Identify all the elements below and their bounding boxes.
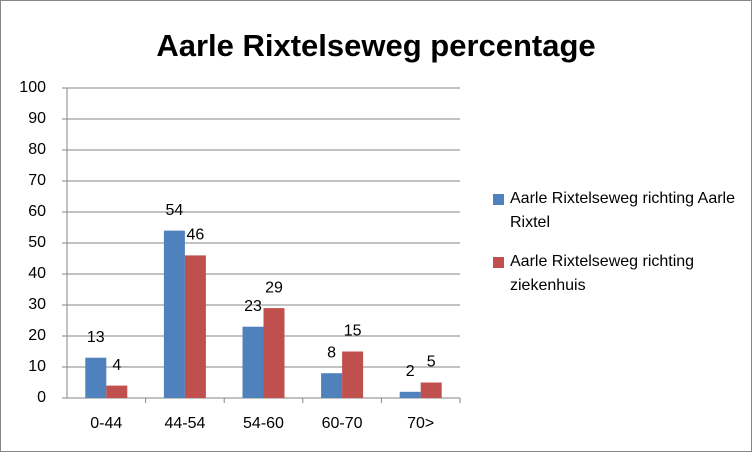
bar	[106, 385, 128, 398]
x-tick-label: 0-44	[90, 415, 122, 432]
bar	[342, 351, 364, 398]
data-label: 29	[265, 279, 283, 296]
data-label: 4	[112, 357, 121, 374]
data-label: 15	[344, 323, 362, 340]
legend: Aarle Rixtelseweg richting Aarle Rixtel A…	[493, 187, 743, 313]
y-tick-label: 40	[28, 265, 46, 282]
x-tick-label: 44-54	[164, 415, 205, 432]
y-tick-label: 60	[28, 203, 46, 220]
legend-item: Aarle Rixtelseweg richting Aarle Rixtel	[493, 187, 743, 235]
legend-item: Aarle Rixtelseweg richting ziekenhuis	[493, 250, 743, 298]
y-tick-label: 100	[19, 79, 46, 96]
y-tick-label: 90	[28, 110, 46, 127]
y-tick-label: 30	[28, 296, 46, 313]
bar	[184, 255, 206, 398]
bar	[163, 230, 185, 398]
y-tick-label: 80	[28, 141, 46, 158]
y-tick-label: 10	[28, 358, 46, 375]
legend-swatch	[493, 257, 504, 268]
data-label: 8	[327, 344, 336, 361]
x-tick-label: 54-60	[243, 415, 284, 432]
bar	[420, 382, 442, 398]
y-tick-label: 70	[28, 172, 46, 189]
data-label: 2	[406, 363, 415, 380]
legend-label: Aarle Rixtelseweg richting ziekenhuis	[510, 253, 695, 294]
data-label: 54	[166, 202, 184, 219]
y-tick-label: 50	[28, 234, 46, 251]
data-label: 13	[87, 329, 105, 346]
bar	[85, 357, 107, 398]
legend-label: Aarle Rixtelseweg richting Aarle Rixtel	[510, 190, 735, 231]
y-tick-label: 20	[28, 327, 46, 344]
chart-title: Aarle Rixtelseweg percentage	[156, 28, 595, 63]
bar	[399, 391, 421, 398]
bar	[242, 326, 264, 398]
data-label: 23	[244, 298, 262, 315]
bar	[263, 308, 285, 398]
legend-swatch	[493, 194, 504, 205]
x-tick-label: 70>	[407, 415, 434, 432]
y-tick-label: 0	[37, 389, 46, 406]
bar	[321, 373, 343, 398]
x-tick-label: 60-70	[322, 415, 363, 432]
data-label: 5	[427, 354, 436, 371]
data-label: 46	[187, 227, 205, 244]
